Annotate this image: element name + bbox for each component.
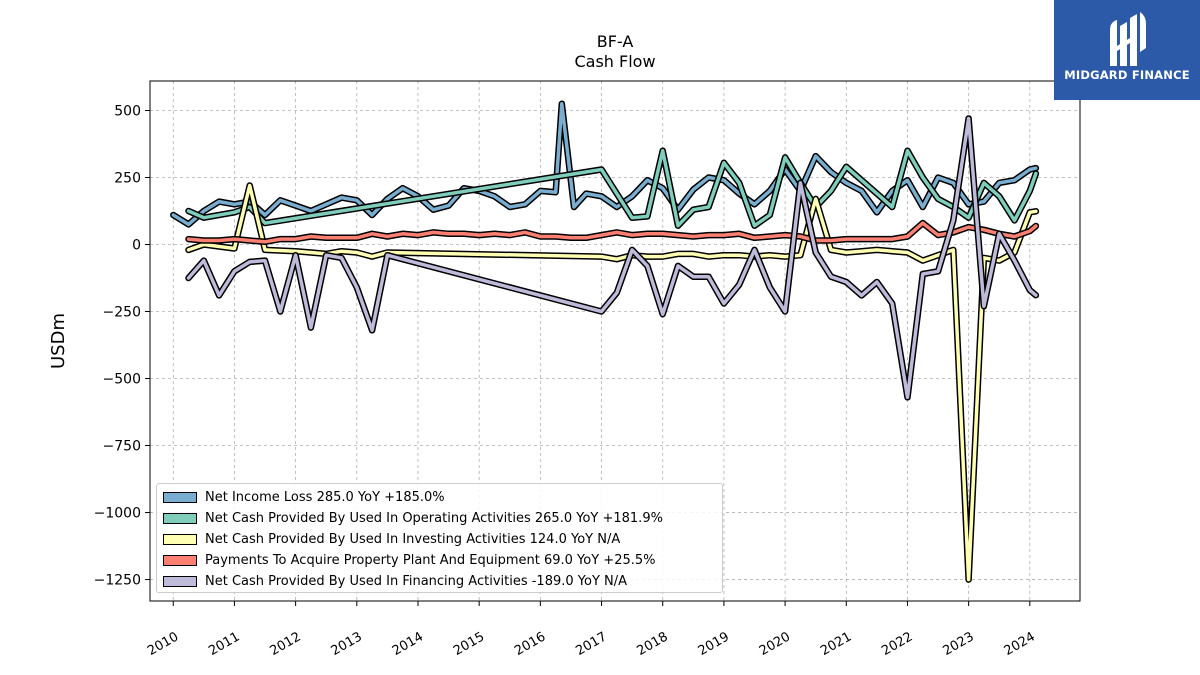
series-line	[186, 221, 1038, 244]
legend-swatch	[163, 513, 197, 524]
midgard-logo: MIDGARD FINANCE	[1054, 0, 1200, 100]
legend-label: Net Cash Provided By Used In Investing A…	[205, 532, 621, 547]
legend-item-net-income: Net Income Loss 285.0 YoY +185.0%	[163, 487, 716, 508]
legend-item-financing: Net Cash Provided By Used In Financing A…	[163, 571, 716, 592]
midgard-logo-icon	[1110, 12, 1146, 66]
x-tick-label: 2023	[940, 629, 976, 659]
x-tick-label: 2014	[390, 629, 426, 659]
legend-item-investing: Net Cash Provided By Used In Investing A…	[163, 529, 716, 550]
x-tick-label: 2010	[145, 629, 181, 659]
series-4	[185, 115, 1040, 401]
x-tick-label: 2017	[573, 629, 609, 659]
series-line	[186, 116, 1038, 400]
series-line	[186, 148, 1038, 228]
y-tick-label: −1250	[94, 573, 141, 589]
y-tick-label: 500	[114, 103, 141, 119]
legend-swatch	[163, 555, 197, 566]
y-tick-label: −500	[103, 372, 141, 388]
x-tick-label: 2022	[879, 629, 915, 659]
series-1	[185, 147, 1040, 229]
x-tick-label: 2020	[757, 629, 793, 659]
legend-label: Net Income Loss 285.0 YoY +185.0%	[205, 490, 445, 505]
y-tick-label: −750	[103, 439, 141, 455]
y-axis-label: USDm	[48, 313, 69, 369]
legend-label: Payments To Acquire Property Plant And E…	[205, 553, 656, 568]
y-axis: 500 250 0 −250 −500 −750 −1000 −1250	[94, 103, 150, 589]
x-tick-label: 2018	[635, 629, 671, 659]
x-tick-label: 2019	[696, 629, 732, 659]
legend-swatch	[163, 534, 197, 545]
x-tick-label: 2013	[329, 629, 365, 659]
y-tick-label: 250	[114, 170, 141, 186]
plot-frame	[149, 80, 1081, 602]
legend-label: Net Cash Provided By Used In Operating A…	[205, 511, 663, 526]
series-lines	[170, 100, 1040, 583]
chart-subtitle: Cash Flow	[574, 52, 656, 71]
chart-title: BF-A	[596, 32, 634, 51]
legend-swatch	[163, 492, 197, 503]
x-tick-label: 2024	[1002, 629, 1038, 659]
logo-text: MIDGARD FINANCE	[1064, 68, 1190, 82]
x-tick-label: 2012	[267, 629, 303, 659]
legend-swatch	[163, 576, 197, 587]
y-tick-label: −1000	[94, 506, 141, 522]
legend-item-operating: Net Cash Provided By Used In Operating A…	[163, 508, 716, 529]
x-tick-label: 2015	[451, 629, 487, 659]
x-tick-label: 2011	[206, 629, 242, 659]
legend-label: Net Cash Provided By Used In Financing A…	[205, 574, 628, 589]
y-tick-label: −250	[103, 305, 141, 321]
y-tick-label: 0	[132, 238, 141, 254]
chart-legend: Net Income Loss 285.0 YoY +185.0% Net Ca…	[156, 483, 723, 593]
series-3	[185, 219, 1040, 246]
x-axis: 2010 2011 2012 2013 2014 2015 2016 2017 2018 2019…	[145, 601, 1038, 659]
legend-item-capex: Payments To Acquire Property Plant And E…	[163, 550, 716, 571]
x-tick-label: 2016	[512, 629, 548, 659]
x-tick-label: 2021	[818, 629, 854, 659]
